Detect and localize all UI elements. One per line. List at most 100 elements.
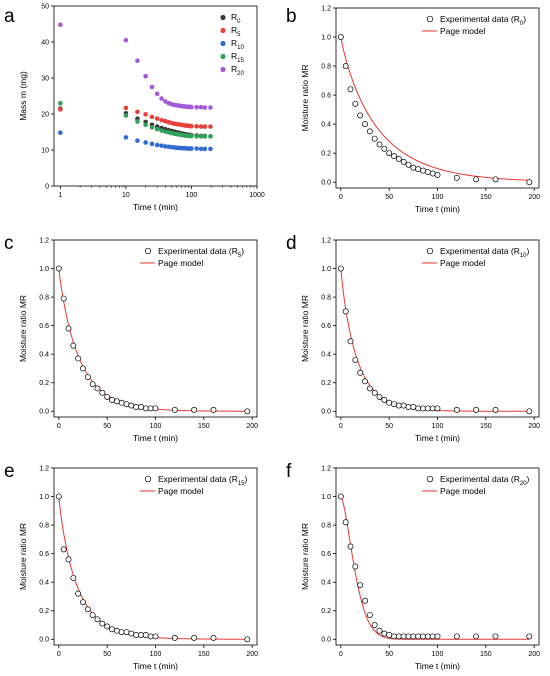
x-tick-label: 150 xyxy=(480,651,492,658)
y-tick-label: 0.0 xyxy=(39,409,49,416)
data-point xyxy=(154,116,160,121)
panel-d: d 0 50 100 150 200 0.0 0.2 0.4 0.6 0.8 1.0 1.2 Time t… xyxy=(286,233,540,443)
data-point xyxy=(347,543,354,550)
legend-label: R15 xyxy=(231,51,244,64)
y-tick-label: 0.2 xyxy=(321,151,331,158)
data-point xyxy=(473,633,480,640)
data-point xyxy=(75,355,82,362)
data-point xyxy=(202,124,208,129)
y-axis-title: Mass m (mg) xyxy=(18,71,28,121)
panel-letter-a: a xyxy=(4,6,15,27)
data-point xyxy=(55,265,62,272)
legend-marker-experimental xyxy=(144,247,152,255)
data-point xyxy=(357,582,364,588)
x-tick-label: 1000 xyxy=(249,192,265,199)
x-tick-label: 50 xyxy=(385,423,393,430)
legend-label: R5 xyxy=(231,25,241,38)
data-point xyxy=(366,612,373,618)
data-point xyxy=(210,406,217,413)
data-point xyxy=(429,170,436,177)
y-tick-label: 0.8 xyxy=(321,63,331,70)
data-point xyxy=(189,104,194,110)
x-axis-title: Time t (min) xyxy=(133,433,178,443)
legend-label-model: Page model xyxy=(440,486,485,496)
x-tick-label: 150 xyxy=(480,194,492,201)
series-R15 xyxy=(58,100,213,139)
y-tick-label: 0.0 xyxy=(321,409,331,416)
data-point xyxy=(55,493,62,500)
y-tick-label: 0.4 xyxy=(321,352,331,359)
data-point xyxy=(352,563,359,570)
legend-marker-experimental xyxy=(426,247,434,255)
data-point xyxy=(362,378,368,385)
data-point xyxy=(189,123,194,129)
x-tick-label: 100 xyxy=(186,192,198,199)
series-R5 xyxy=(58,105,213,129)
y-tick-label: 40 xyxy=(41,39,49,46)
data-point xyxy=(434,633,441,640)
y-tick-label: 0.4 xyxy=(321,122,331,129)
y-tick-label: 0.6 xyxy=(321,92,331,99)
data-point xyxy=(128,402,135,409)
model-curve xyxy=(340,496,530,640)
data-point xyxy=(84,374,91,380)
x-tick-label: 0 xyxy=(57,651,61,658)
data-point xyxy=(208,124,213,129)
y-tick-label: 0.4 xyxy=(321,580,331,587)
x-tick-label: 100 xyxy=(150,651,162,658)
data-point xyxy=(492,406,499,413)
data-point xyxy=(113,398,120,405)
data-point xyxy=(80,365,86,372)
data-point xyxy=(58,100,63,106)
panel-b: b 0 50 100 150 200 0.0 0.2 0.4 0.6 0.8 1.0 1.2 Time t… xyxy=(286,5,540,214)
data-point xyxy=(58,107,63,112)
data-point xyxy=(149,141,155,147)
data-point xyxy=(94,385,101,392)
data-point xyxy=(80,599,86,606)
data-point xyxy=(149,125,155,130)
y-tick-label: 0.8 xyxy=(39,522,49,529)
x-axis-title: Time t (min) xyxy=(415,661,460,671)
legend-marker xyxy=(220,53,226,60)
data-point xyxy=(135,119,140,124)
data-point xyxy=(347,86,354,93)
data-point xyxy=(109,396,115,403)
y-tick-label: 0.0 xyxy=(39,637,49,644)
data-point xyxy=(202,105,208,110)
experimental-points xyxy=(337,493,533,640)
data-point xyxy=(159,143,164,148)
data-point xyxy=(123,401,130,408)
data-point xyxy=(147,405,154,412)
data-point xyxy=(191,406,198,413)
data-point xyxy=(386,399,393,406)
y-tick-label: 30 xyxy=(41,75,49,82)
y-tick-label: 1.0 xyxy=(39,494,49,501)
data-point xyxy=(123,135,129,140)
data-point xyxy=(159,128,164,133)
model-curve xyxy=(58,496,248,640)
data-point xyxy=(405,161,412,168)
y-tick-label: 0.8 xyxy=(321,522,331,529)
data-point xyxy=(194,123,199,129)
model-curve xyxy=(58,268,248,412)
legend-marker-experimental xyxy=(144,475,152,483)
data-point xyxy=(154,91,160,97)
data-point xyxy=(198,104,204,110)
data-point xyxy=(376,394,383,400)
x-tick-label: 10 xyxy=(122,192,130,199)
data-point xyxy=(410,164,417,171)
x-tick-label: 100 xyxy=(432,651,444,658)
data-point xyxy=(143,140,148,145)
y-tick-label: 1.0 xyxy=(321,34,331,41)
plot-frame xyxy=(53,467,258,646)
data-point xyxy=(99,389,106,396)
panel-e: e 0 50 100 150 200 0.0 0.2 0.4 0.6 0.8 1.0 1.2 Time t… xyxy=(4,461,258,671)
data-point xyxy=(104,394,111,400)
legend-label: R10 xyxy=(231,38,244,51)
data-point xyxy=(118,629,125,636)
data-point xyxy=(371,622,378,628)
y-tick-label: 0 xyxy=(45,183,49,190)
data-point xyxy=(342,519,349,526)
data-point xyxy=(89,612,96,618)
